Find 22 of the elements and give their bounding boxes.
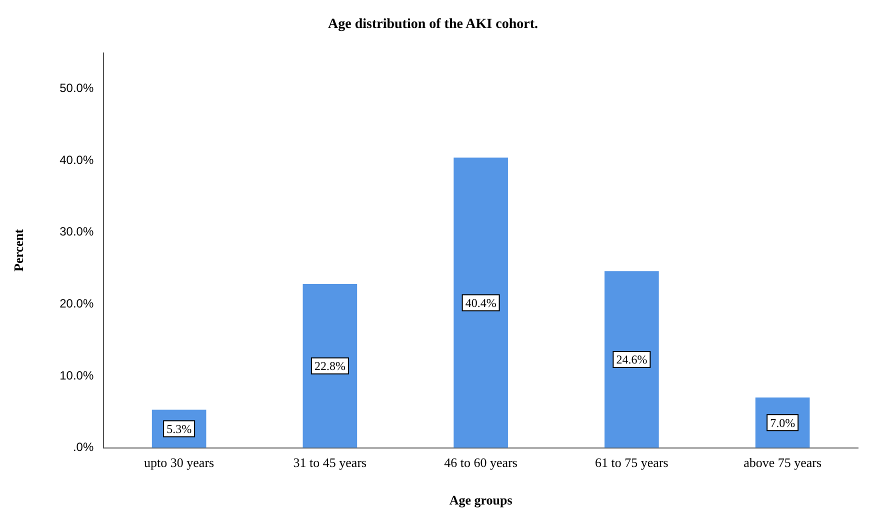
x-axis-title: Age groups bbox=[449, 492, 512, 508]
data-label: 24.6% bbox=[616, 352, 648, 367]
y-tick-label: 50.0% bbox=[60, 81, 94, 96]
y-axis-title: Percent bbox=[11, 228, 26, 272]
x-tick-label: 61 to 75 years bbox=[595, 455, 668, 470]
data-label: 5.3% bbox=[166, 422, 192, 436]
y-tick-label: .0% bbox=[72, 440, 94, 454]
data-label: 22.8% bbox=[314, 359, 346, 374]
x-tick-label: above 75 years bbox=[744, 455, 822, 470]
x-tick-label: 46 to 60 years bbox=[444, 455, 518, 470]
x-tick-label: upto 30 years bbox=[144, 455, 214, 470]
x-tick-label: 31 to 45 years bbox=[293, 455, 367, 470]
bar bbox=[604, 271, 659, 448]
bar bbox=[454, 158, 508, 448]
y-tick-label: 10.0% bbox=[60, 368, 94, 382]
y-tick-label: 20.0% bbox=[60, 296, 94, 310]
y-tick-label: 30.0% bbox=[60, 224, 94, 239]
y-tick-label: 40.0% bbox=[60, 152, 94, 167]
bar bbox=[302, 284, 358, 448]
chart-title: Age distribution of the AKI cohort. bbox=[328, 17, 538, 32]
data-label: 7.0% bbox=[770, 416, 796, 430]
data-label: 40.4% bbox=[465, 296, 496, 310]
